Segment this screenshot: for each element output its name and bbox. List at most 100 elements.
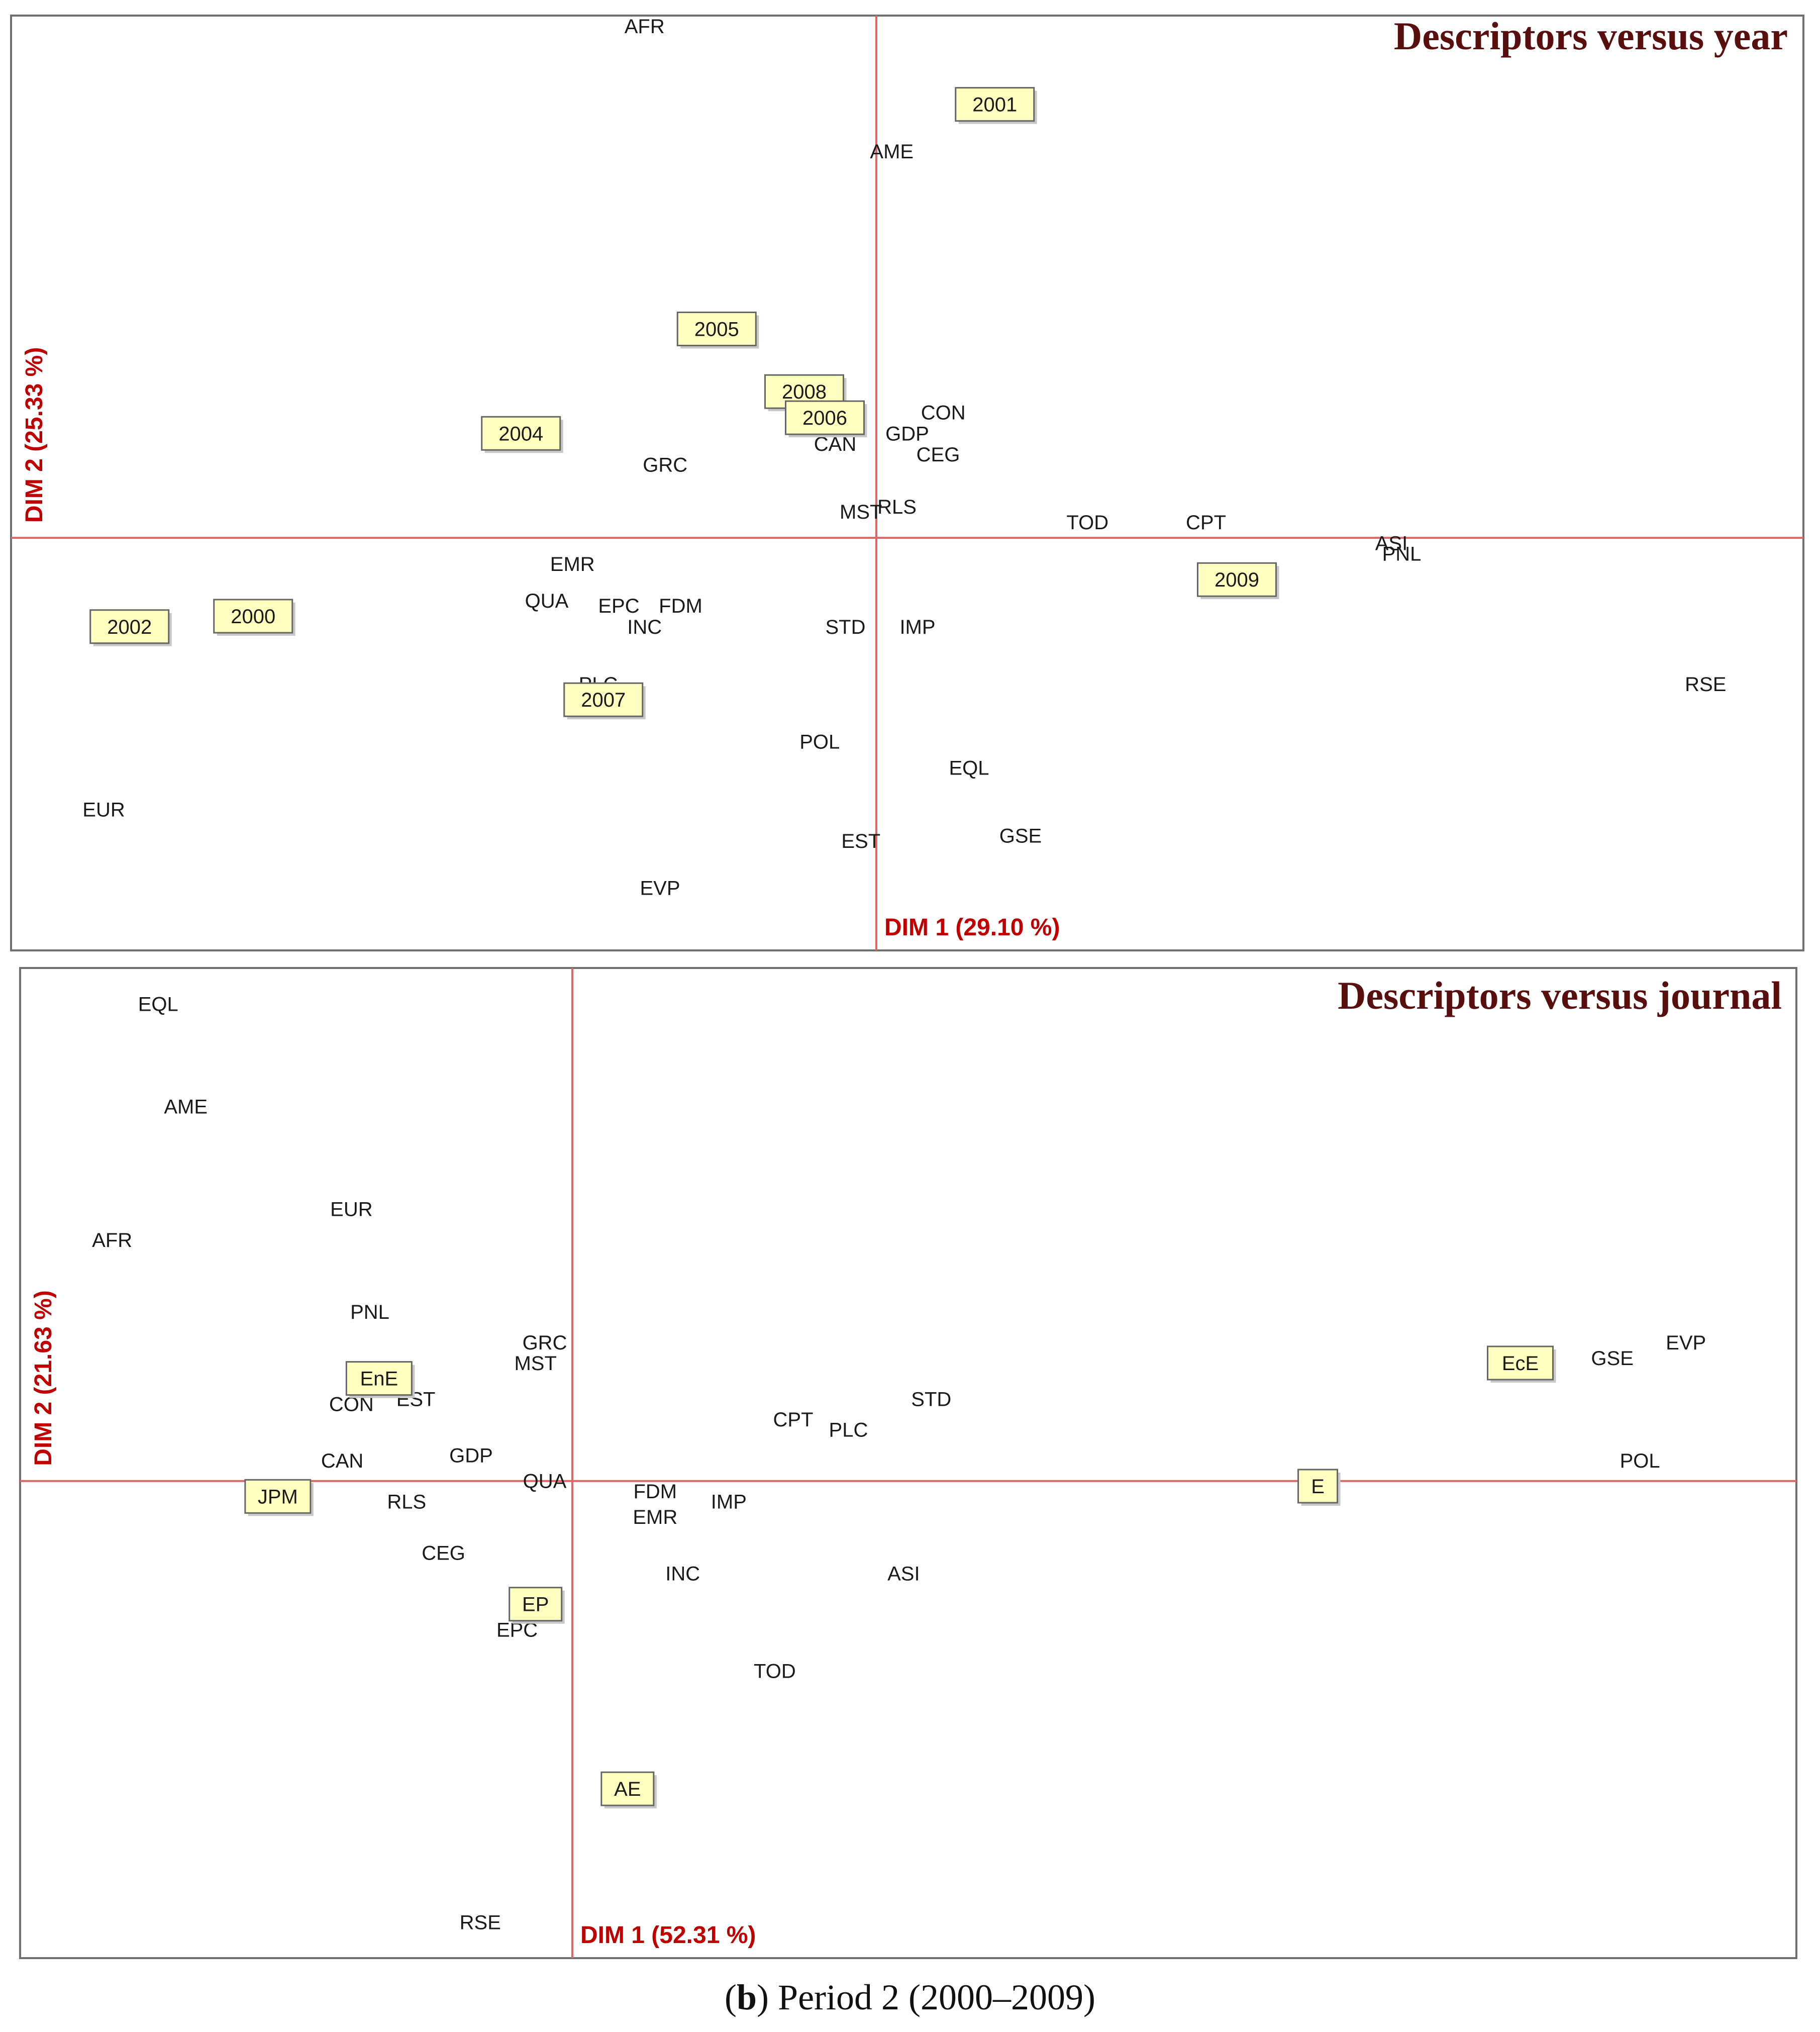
descriptor-point-ame: AME xyxy=(164,1096,208,1118)
descriptor-point-afr: AFR xyxy=(92,1229,132,1251)
descriptor-point-con: CON xyxy=(921,402,966,424)
category-label: 2000 xyxy=(231,606,275,628)
descriptor-point-std: STD xyxy=(826,616,866,638)
descriptor-point-epc: EPC xyxy=(598,595,639,617)
category-label: JPM xyxy=(258,1486,298,1508)
descriptor-point-rls: RLS xyxy=(877,496,917,518)
category-markers: EnE JPM EP AE E EcE xyxy=(244,1345,1556,1809)
category-box xyxy=(785,400,865,435)
descriptor-point-inc: INC xyxy=(627,616,662,638)
category-marker-2006: 2006 xyxy=(785,400,867,438)
descriptor-point-emr: EMR xyxy=(550,553,595,575)
descriptor-point-qua: QUA xyxy=(523,1471,567,1493)
x-axis-label: DIM 1 (29.10 %) xyxy=(884,914,1060,941)
descriptor-point-grc: GRC xyxy=(643,454,687,476)
category-marker-ece: EcE xyxy=(1487,1345,1556,1383)
descriptor-point-eur: EUR xyxy=(330,1199,372,1221)
descriptor-point-fdm: FDM xyxy=(633,1481,677,1503)
category-label: 2004 xyxy=(498,423,543,445)
panel-frame xyxy=(10,15,1804,951)
category-marker-ep: EP xyxy=(509,1587,565,1624)
descriptor-point-evp: EVP xyxy=(1666,1332,1706,1354)
panel-descriptors-versus-year: Descriptors versus year DIM 1 (29.10 %) … xyxy=(10,14,1804,951)
descriptor-point-fdm: FDM xyxy=(659,595,702,617)
category-marker-2005: 2005 xyxy=(676,311,759,349)
panel-frame xyxy=(19,967,1797,1959)
descriptor-point-ceg: CEG xyxy=(917,444,960,466)
descriptor-point-cpt: CPT xyxy=(773,1409,814,1431)
category-marker-2009: 2009 xyxy=(1197,562,1279,600)
category-label: 2007 xyxy=(581,689,626,711)
category-marker-2007: 2007 xyxy=(563,682,646,720)
descriptor-point-asi: ASI xyxy=(887,1563,920,1585)
y-axis-label: DIM 2 (21.63 %) xyxy=(30,1290,57,1466)
descriptor-point-mst: MST xyxy=(514,1352,556,1375)
category-label: 2001 xyxy=(972,94,1017,116)
panel-title: Descriptors versus journal xyxy=(1338,974,1782,1017)
caption-letter: b xyxy=(737,1977,757,2017)
category-box xyxy=(563,682,644,717)
category-marker-2002: 2002 xyxy=(89,609,172,646)
category-label: 2005 xyxy=(694,318,739,340)
category-box xyxy=(345,1361,413,1396)
y-axis-label: DIM 2 (25.33 %) xyxy=(21,347,48,523)
category-markers: 2001 2005 2008 2006 2004 2009 2002 2000 2007 xyxy=(89,87,1279,720)
descriptor-point-eql: EQL xyxy=(138,993,178,1015)
descriptor-point-pnl: PNL xyxy=(350,1301,389,1323)
descriptor-point-gse: GSE xyxy=(999,825,1042,847)
descriptor-point-plc: PLC xyxy=(829,1419,868,1441)
descriptor-point-afr: AFR xyxy=(625,16,665,38)
category-box xyxy=(600,1771,655,1806)
category-label: E xyxy=(1311,1476,1325,1498)
descriptor-point-pol: POL xyxy=(799,731,840,753)
category-box xyxy=(213,599,293,634)
category-label: AE xyxy=(614,1778,641,1800)
category-marker-2004: 2004 xyxy=(481,416,563,453)
descriptor-point-qua: QUA xyxy=(525,590,569,612)
category-box xyxy=(1487,1345,1554,1381)
caption-close-paren: ) xyxy=(757,1977,769,2017)
category-marker-2001: 2001 xyxy=(955,87,1037,124)
category-marker-e: E xyxy=(1297,1469,1341,1506)
descriptor-point-eql: EQL xyxy=(949,757,989,779)
figure-caption: (b) Period 2 (2000–2009) xyxy=(725,1977,1095,2017)
category-label: 2006 xyxy=(802,407,847,429)
descriptor-point-ame: AME xyxy=(870,141,914,163)
descriptor-point-imp: IMP xyxy=(711,1491,747,1513)
descriptor-point-tod: TOD xyxy=(1066,512,1108,534)
category-marker-jpm: JPM xyxy=(244,1479,314,1516)
descriptor-point-tod: TOD xyxy=(754,1660,796,1682)
category-label: EnE xyxy=(360,1368,398,1390)
descriptor-point-evp: EVP xyxy=(640,877,680,899)
descriptor-point-rls: RLS xyxy=(387,1491,426,1513)
category-marker-2000: 2000 xyxy=(213,599,295,636)
descriptor-point-std: STD xyxy=(911,1388,951,1410)
descriptor-point-gdp: GDP xyxy=(885,423,929,445)
descriptor-point-can: CAN xyxy=(321,1450,363,1472)
descriptor-point-asi: ASI xyxy=(1375,532,1407,554)
category-box xyxy=(1297,1469,1339,1504)
x-axis-label: DIM 1 (52.31 %) xyxy=(580,1922,756,1949)
descriptor-point-pol: POL xyxy=(1620,1450,1660,1472)
caption-open-paren: ( xyxy=(725,1977,737,2017)
descriptor-point-cpt: CPT xyxy=(1186,512,1226,534)
descriptor-point-rse: RSE xyxy=(1685,673,1726,696)
category-label: EP xyxy=(522,1594,549,1616)
descriptor-point-gdp: GDP xyxy=(449,1445,493,1467)
descriptor-point-rse: RSE xyxy=(460,1912,501,1934)
caption-text: Period 2 (2000–2009) xyxy=(769,1977,1095,2017)
descriptor-point-ceg: CEG xyxy=(422,1542,465,1565)
category-box xyxy=(676,311,757,346)
category-label: 2008 xyxy=(782,381,827,403)
category-box xyxy=(89,609,170,644)
category-box xyxy=(1197,562,1277,597)
descriptor-point-mst: MST xyxy=(840,501,882,523)
category-label: 2002 xyxy=(107,616,152,638)
descriptor-point-grc: GRC xyxy=(523,1332,567,1354)
category-box xyxy=(955,87,1035,122)
category-box xyxy=(244,1479,312,1514)
descriptor-point-pnl: PNL xyxy=(1382,543,1422,565)
